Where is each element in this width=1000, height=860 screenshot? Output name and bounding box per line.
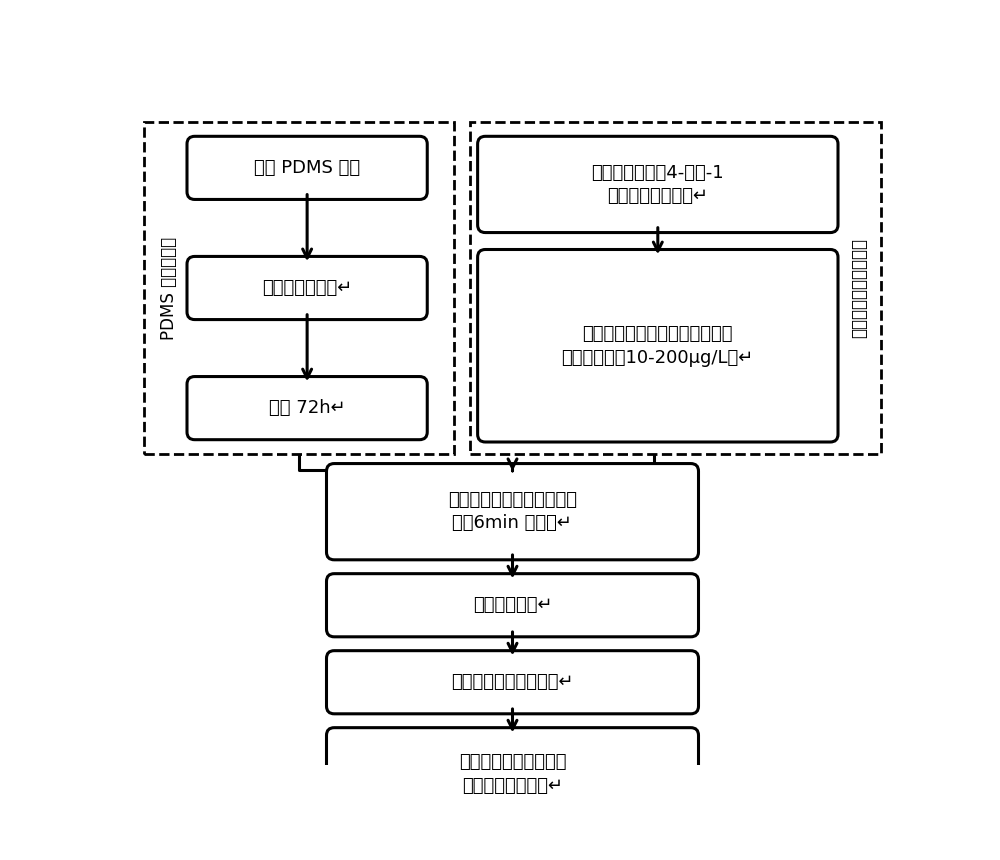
FancyBboxPatch shape — [187, 256, 427, 320]
FancyBboxPatch shape — [326, 651, 698, 714]
Text: 拉曼光谱测定↵: 拉曼光谱测定↵ — [473, 596, 552, 614]
Text: 制备多个浓度的四环素牛奶溶液
（浓度范围：10-200μg/L）↵: 制备多个浓度的四环素牛奶溶液 （浓度范围：10-200μg/L）↵ — [562, 325, 754, 366]
FancyBboxPatch shape — [326, 574, 698, 636]
FancyBboxPatch shape — [187, 137, 427, 200]
FancyBboxPatch shape — [187, 377, 427, 439]
Text: 四环素牛奶溶液制备。: 四环素牛奶溶液制备。 — [850, 238, 868, 338]
Text: PDMS 等离子体腔: PDMS 等离子体腔 — [160, 237, 178, 340]
Text: 四环素水溶液，4-氨基-1
丁醇水溶液，牛奶↵: 四环素水溶液，4-氨基-1 丁醇水溶液，牛奶↵ — [592, 163, 724, 206]
FancyBboxPatch shape — [326, 728, 698, 820]
FancyBboxPatch shape — [478, 136, 838, 232]
Text: 建立特征峰比値与四环
素浓度的线性关系↵: 建立特征峰比値与四环 素浓度的线性关系↵ — [459, 753, 566, 795]
FancyBboxPatch shape — [478, 249, 838, 442]
Text: 液态 PDMS 制备: 液态 PDMS 制备 — [254, 159, 360, 177]
Bar — [144, 122, 454, 453]
Text: 四环素特征峰强度提取↵: 四环素特征峰强度提取↵ — [451, 673, 574, 691]
FancyBboxPatch shape — [326, 464, 698, 560]
Bar — [470, 122, 881, 453]
Text: 将待测牛奶滴入等离子体腔
中，6min 后抜出↵: 将待测牛奶滴入等离子体腔 中，6min 后抜出↵ — [448, 491, 577, 532]
Text: 滴入瞄酸银溶液↵: 滴入瞄酸银溶液↵ — [262, 279, 352, 297]
Text: 固化 72h↵: 固化 72h↵ — [269, 399, 346, 417]
